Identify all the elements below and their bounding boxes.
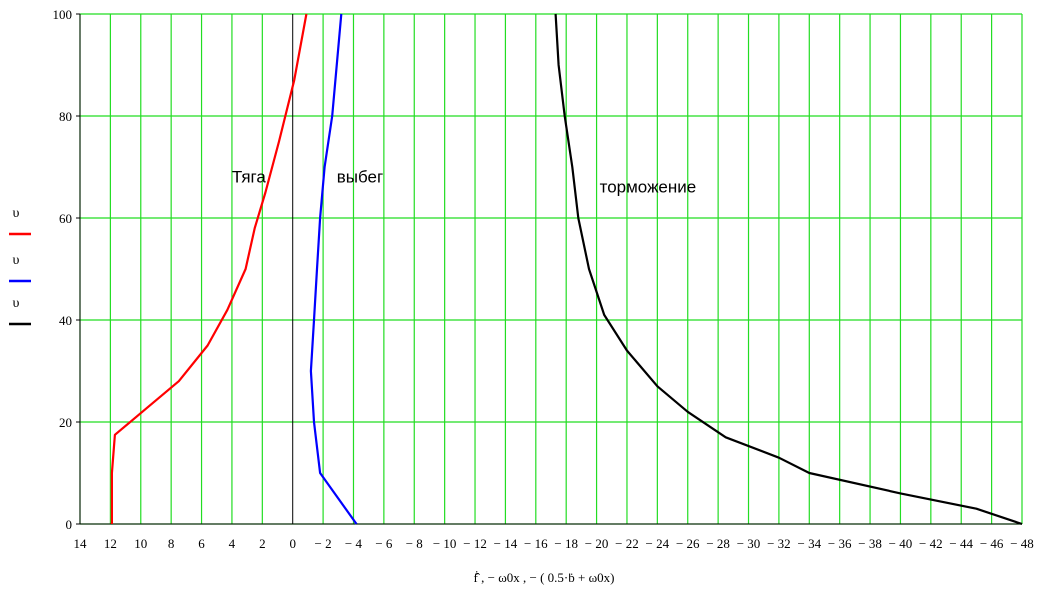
x-tick-label: 12 — [104, 536, 117, 551]
x-tick-label: 6 — [198, 536, 205, 551]
x-tick-label: − 26 — [676, 536, 700, 551]
series-line-1 — [110, 13, 308, 524]
x-tick-label: − 34 — [797, 536, 821, 551]
x-tick-label: − 4 — [345, 536, 363, 551]
x-tick-label: − 42 — [919, 536, 943, 551]
axes — [79, 14, 1022, 525]
grid — [79, 13, 1023, 525]
y-tick-label: 60 — [59, 211, 72, 226]
y-tick-label: 0 — [66, 517, 73, 532]
x-tick-label: − 36 — [828, 536, 852, 551]
x-tick-label: − 20 — [585, 536, 609, 551]
x-tick-label: − 18 — [554, 536, 578, 551]
series-line-2 — [309, 13, 358, 525]
x-tick-label: 4 — [229, 536, 236, 551]
x-tick-label: − 16 — [524, 536, 548, 551]
x-tick-label: − 40 — [889, 536, 913, 551]
x-tick-label: − 2 — [315, 536, 332, 551]
series-line-3 — [554, 13, 1023, 526]
x-tick-label: − 8 — [406, 536, 423, 551]
x-tick-label: − 46 — [980, 536, 1004, 551]
x-tick-label: − 22 — [615, 536, 639, 551]
series — [110, 13, 1023, 526]
legend-symbol-2: υ — [13, 253, 20, 268]
x-tick-labels: 14 12 10 8 6 4 2 0− 2− 4− 6− 8− 10− 12− 14− 16−… — [74, 536, 1034, 551]
x-tick-label: − 32 — [767, 536, 791, 551]
x-tick-label: 2 — [259, 536, 266, 551]
y-tick-labels: 0 20 40 60 80 100 — [53, 7, 80, 532]
y-tick-label: 100 — [53, 7, 73, 22]
legend: υ υ υ — [9, 206, 31, 326]
annotations: Тяга выбег торможение — [232, 167, 696, 196]
legend-symbol-1: υ — [13, 206, 20, 221]
x-tick-label: − 28 — [706, 536, 730, 551]
x-tick-label: 0 — [289, 536, 296, 551]
x-tick-label: − 44 — [949, 536, 973, 551]
x-tick-label: − 14 — [494, 536, 518, 551]
y-tick-label: 80 — [59, 109, 72, 124]
y-tick-label: 40 — [59, 313, 72, 328]
x-tick-label: − 12 — [463, 536, 487, 551]
x-tick-label: − 10 — [433, 536, 457, 551]
x-tick-label: 10 — [134, 536, 147, 551]
x-tick-label: − 30 — [737, 536, 761, 551]
x-axis-label: ḟ̂ , − ω0x , − ( 0.5·ḃ + ω0x) — [474, 570, 615, 585]
y-tick-label: 20 — [59, 415, 72, 430]
x-tick-label: 14 — [74, 536, 88, 551]
annotation-3: торможение — [600, 178, 697, 197]
x-tick-label: − 6 — [375, 536, 393, 551]
x-tick-label: 8 — [168, 536, 175, 551]
annotation-1: Тяга — [232, 167, 266, 186]
x-tick-label: − 24 — [646, 536, 670, 551]
annotation-2: выбег — [337, 167, 383, 186]
x-tick-label: − 38 — [858, 536, 882, 551]
legend-symbol-3: υ — [13, 296, 20, 311]
x-tick-label: − 48 — [1010, 536, 1034, 551]
